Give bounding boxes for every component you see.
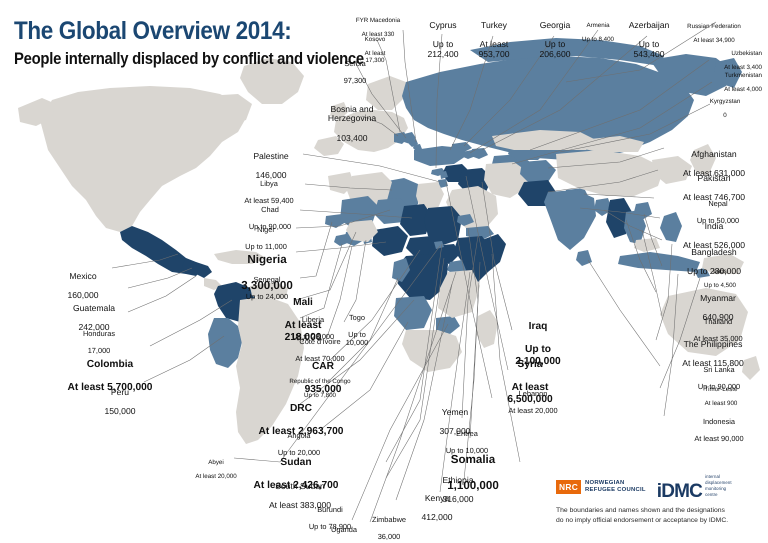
region-north-america xyxy=(40,86,246,232)
title-block: The Global Overview 2014: People interna… xyxy=(14,18,403,69)
idmc-tag-4: centre xyxy=(705,492,718,498)
label-libya: Libya At least 59,400 xyxy=(244,179,294,205)
idmc-tag-3: monitoring xyxy=(705,486,727,491)
country-afghanistan xyxy=(520,160,556,184)
label-turkmenistan: Turkmenistan At least 4,000 xyxy=(724,71,762,93)
label-bangladesh: Bangladesh Up to 280,000 xyxy=(687,246,741,276)
label-turkey: Turkey At least 953,700 xyxy=(478,19,510,59)
country-turkey xyxy=(414,146,466,166)
label-colombia: Colombia At least 5,700,000 xyxy=(67,359,153,394)
region-korea xyxy=(674,162,690,176)
label-burundi: Burundi Up to 78,900 xyxy=(308,505,352,531)
country-india xyxy=(544,190,596,250)
label-iraq: Iraq Up to 2,100,000 xyxy=(515,321,561,367)
country-azerbaijan xyxy=(471,148,488,159)
label-india: India At least 526,000 xyxy=(682,220,746,250)
label-indonesia: Indonesia At least 90,000 xyxy=(694,417,744,443)
nrc-line-2: REFUGEE COUNCIL xyxy=(585,487,646,493)
country-nigeria xyxy=(372,226,408,256)
label-guatemala: Guatemala 242,000 xyxy=(72,302,116,332)
label-mexico: Mexico 160,000 xyxy=(67,270,99,300)
label-south-sudan: South Sudan At least 383,000 xyxy=(268,480,332,510)
disclaimer-line-2: do no imply official endorsement or acce… xyxy=(556,516,729,524)
nrc-wordmark: NORWEGIAN REFUGEE COUNCIL xyxy=(585,480,646,495)
region-kamchatka xyxy=(714,58,742,88)
country-philippines xyxy=(660,212,682,242)
page-title: The Global Overview 2014: xyxy=(14,17,292,45)
region-canada-east xyxy=(206,94,252,126)
region-alaska xyxy=(18,98,56,126)
label-sudan: Sudan At least 2,426,700 xyxy=(253,457,339,492)
country-lebanon xyxy=(440,171,448,179)
nrc-logo: NRC NORWEGIAN REFUGEE COUNCIL xyxy=(556,480,646,495)
disclaimer: The boundaries and names shown and the d… xyxy=(556,506,761,526)
country-timor xyxy=(694,268,710,278)
nrc-mark: NRC xyxy=(556,480,582,494)
country-peru xyxy=(208,318,242,368)
label-bosnia-herzegovina: Bosnia and Herzegovina 103,400 xyxy=(327,103,377,143)
label-abyei: Abyei At least 20,000 xyxy=(195,458,237,480)
idmc-tag-1: internal xyxy=(705,473,721,479)
label-uzbekistan: Uzbekistan At least 3,400 xyxy=(724,49,762,71)
nrc-line-1: NORWEGIAN xyxy=(585,479,625,486)
idmc-tagline: internal displacement monitoring centre xyxy=(705,474,732,501)
region-iberia xyxy=(314,136,344,156)
country-palestine xyxy=(438,179,448,188)
page-subtitle: People internally displaced by conflict … xyxy=(14,50,364,69)
label-afghanistan: Afghanistan At least 631,000 xyxy=(682,148,746,178)
label-palestine: Palestine 146,000 xyxy=(253,150,289,180)
idmc-tag-2: displacement xyxy=(705,479,732,485)
idmc-logo: iDMC internal displacement monitoring ce… xyxy=(656,474,732,503)
region-new-guinea xyxy=(702,254,744,274)
label-honduras: Honduras 17,000 xyxy=(82,329,116,355)
label-nepal: Nepal Up to 50,000 xyxy=(696,199,740,225)
country-mexico xyxy=(120,226,192,274)
region-new-zealand xyxy=(742,356,760,380)
label-kyrgyzstan: Kyrgyzstan 0 xyxy=(709,97,741,119)
label-chad: Chad Up to 90,000 xyxy=(248,205,292,231)
region-greenland xyxy=(240,58,304,104)
label-laos: Laos Up to 4,500 xyxy=(704,267,736,289)
region-southern-africa xyxy=(402,330,462,372)
country-honduras xyxy=(196,262,212,278)
region-britain xyxy=(330,102,348,120)
idmc-wordmark: iDMC xyxy=(656,481,703,503)
region-malaysia xyxy=(634,238,660,252)
label-timor-leste: Timor-Leste At least 900 xyxy=(704,385,738,407)
country-srilanka xyxy=(576,250,592,266)
label-pakistan: Pakistan At least 746,700 xyxy=(682,172,746,202)
country-angola xyxy=(394,296,432,330)
label-yemen: Yemen 307,000 xyxy=(439,406,471,436)
country-egypt xyxy=(416,182,444,208)
region-madagascar xyxy=(476,310,498,348)
disclaimer-line-1: The boundaries and names shown and the d… xyxy=(556,507,725,514)
country-china xyxy=(556,150,664,196)
label-fyr-macedonia: FYR Macedonia At least 330 xyxy=(355,16,401,38)
label-peru: Peru 150,000 xyxy=(104,386,136,416)
label-myanmar: Myanmar 640,900 xyxy=(700,292,736,322)
label-sri-lanka: Sri Lanka Up to 90,000 xyxy=(697,365,741,391)
footer: NRC NORWEGIAN REFUGEE COUNCIL iDMC inter… xyxy=(556,474,761,526)
logo-row: NRC NORWEGIAN REFUGEE COUNCIL iDMC inter… xyxy=(556,474,761,503)
